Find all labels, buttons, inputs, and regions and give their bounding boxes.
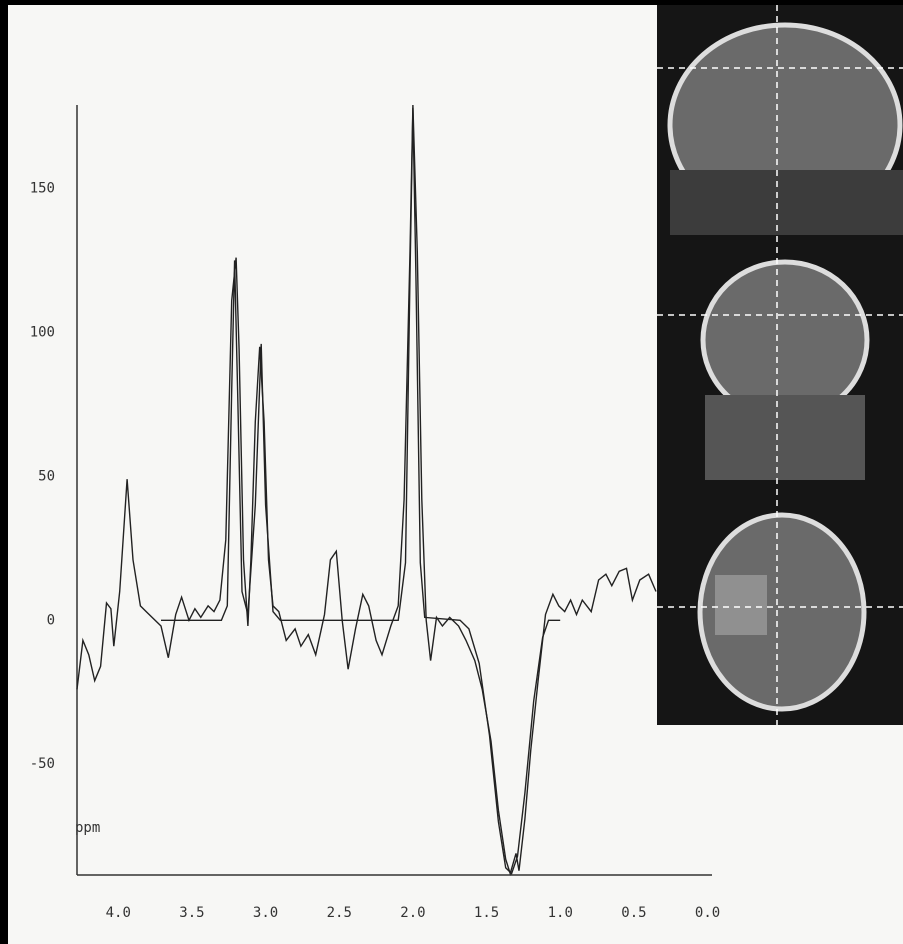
y-tick-label: 0 (47, 612, 55, 628)
x-tick-label: 0.0 (695, 905, 720, 921)
y-tick-label: 100 (30, 324, 55, 340)
x-tick-label: 4.0 (106, 905, 131, 921)
x-tick-label: 2.0 (400, 905, 425, 921)
sagittal-neck (670, 170, 903, 235)
y-tick-label: -50 (30, 756, 55, 772)
x-tick-label: 1.5 (474, 905, 499, 921)
x-tick-label: 3.0 (253, 905, 278, 921)
x-tick-label: 0.5 (621, 905, 646, 921)
y-tick-label: 150 (30, 180, 55, 196)
coronal-lower (705, 395, 865, 480)
y-tick-label: 50 (38, 468, 55, 484)
x-tick-label: 1.0 (548, 905, 573, 921)
coronal-image (703, 262, 867, 418)
voxel (715, 575, 767, 635)
mri-panel (657, 5, 903, 725)
chart: ppm -50 0 50 100 150 4.0 3.5 3.0 2.5 2.0 1.5 1.0 0.5… (0, 0, 903, 944)
x-tick-label: 3.5 (179, 905, 204, 921)
x-tick-label: 2.5 (327, 905, 352, 921)
axis-label: ppm (75, 820, 100, 836)
